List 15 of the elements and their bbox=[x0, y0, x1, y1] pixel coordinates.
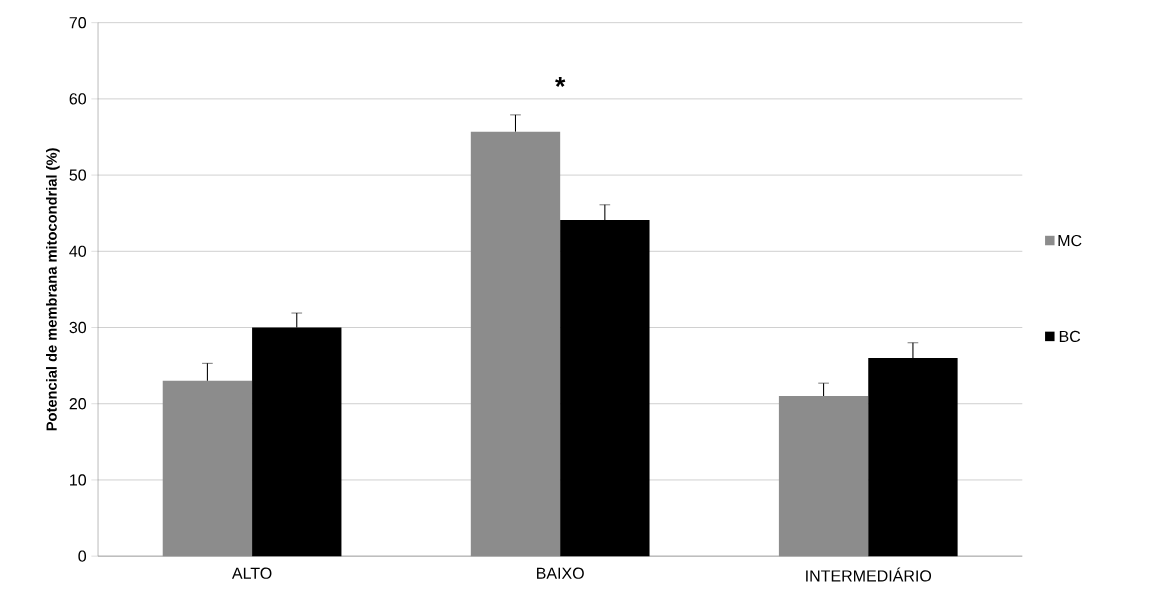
y-tick-label: 10 bbox=[70, 474, 87, 486]
y-tick-label: 70 bbox=[69, 17, 87, 29]
x-tick-label: INTERMEDIÁRIO bbox=[806, 567, 932, 582]
y-tick-label: 30 bbox=[69, 321, 87, 334]
legend-label: MC bbox=[1058, 234, 1082, 247]
y-tick-label: 50 bbox=[69, 169, 87, 181]
y-axis-title: Potencial de membrana mitocondrial (%) bbox=[46, 148, 60, 431]
x-tick-label: BAIXO bbox=[537, 567, 584, 579]
y-tick-label: 40 bbox=[69, 245, 87, 258]
annotation: * bbox=[555, 77, 566, 87]
x-tick-label: ALTO bbox=[231, 567, 272, 579]
y-tick-label: 20 bbox=[69, 398, 87, 410]
y-tick-label: 0 bbox=[78, 550, 87, 562]
legend-label: BC bbox=[1059, 330, 1081, 343]
y-tick-label: 60 bbox=[69, 93, 87, 105]
